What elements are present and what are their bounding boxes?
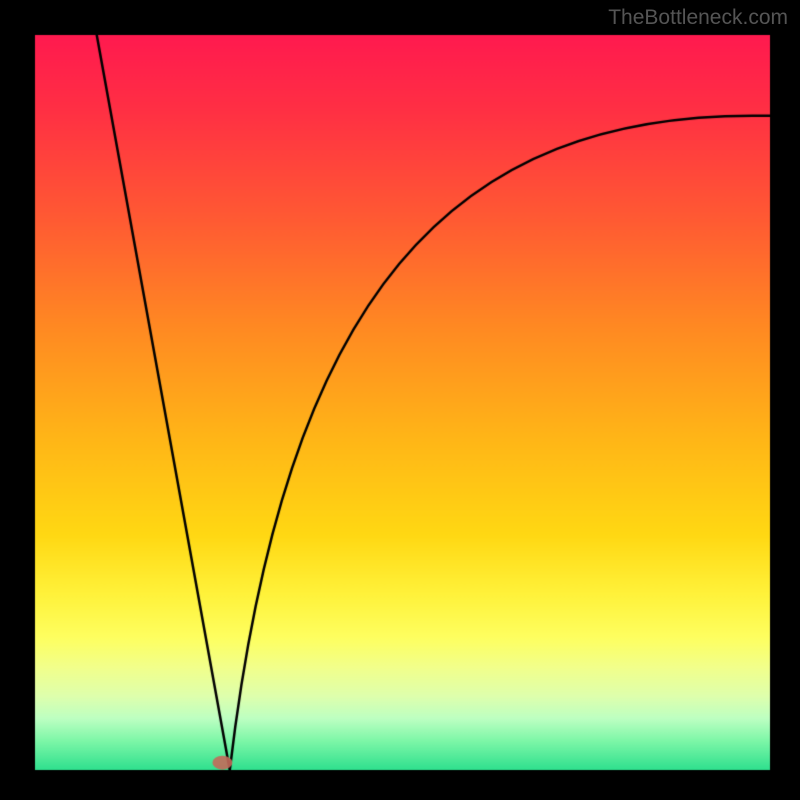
- chart-canvas: [0, 0, 800, 800]
- watermark-text: TheBottleneck.com: [608, 6, 788, 30]
- chart-container: TheBottleneck.com: [0, 0, 800, 800]
